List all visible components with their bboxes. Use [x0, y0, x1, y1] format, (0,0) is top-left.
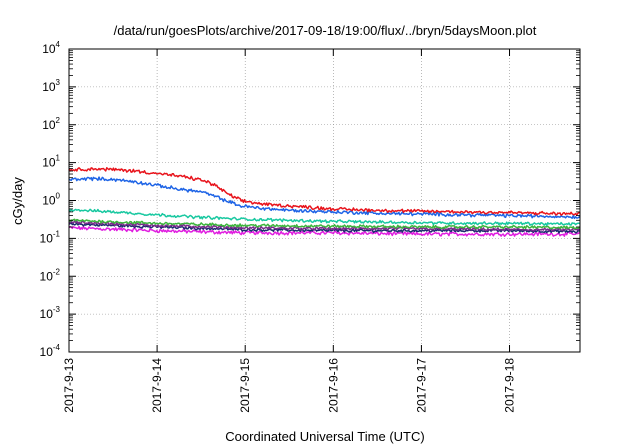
- series-line-red: [68, 167, 581, 216]
- y-tick-label: 104: [42, 40, 60, 56]
- y-tick-label: 103: [42, 78, 60, 94]
- x-tick-label: 2017-9-15: [238, 358, 252, 413]
- y-tick-label: 101: [42, 154, 60, 170]
- y-axis-label: cGy/day: [10, 177, 25, 225]
- x-tick-label: 2017-9-16: [326, 358, 340, 413]
- y-tick-label: 10-2: [40, 267, 61, 283]
- chart-title: /data/run/goesPlots/archive/2017-09-18/1…: [114, 23, 537, 38]
- x-tick-label: 2017-9-14: [150, 358, 164, 413]
- x-tick-label: 2017-9-18: [503, 358, 517, 413]
- series-line-purple: [68, 220, 581, 232]
- y-tick-labels: 10-4 10-3 10-2 10-1 100 101 102 103 104: [40, 40, 61, 359]
- series-line-teal: [68, 208, 581, 227]
- y-tick-label: 10-4: [40, 343, 61, 359]
- series-line-green: [68, 218, 581, 230]
- y-tick-label: 10-3: [40, 305, 61, 321]
- x-tick-label: 2017-9-17: [414, 358, 428, 413]
- y-tick-label: 10-1: [40, 229, 61, 245]
- series-layer: [68, 167, 581, 237]
- x-tick-label: 2017-9-13: [62, 358, 76, 413]
- axis-ticks: [68, 48, 580, 353]
- x-tick-labels: 2017-9-13 2017-9-14 2017-9-15 2017-9-16 2017…: [62, 358, 517, 413]
- y-tick-label: 100: [42, 192, 60, 208]
- series-line-blue: [68, 176, 581, 220]
- y-tick-label: 102: [42, 116, 60, 132]
- series-line-magenta: [68, 225, 581, 237]
- x-axis-label: Coordinated Universal Time (UTC): [225, 429, 424, 444]
- grid: [68, 49, 580, 352]
